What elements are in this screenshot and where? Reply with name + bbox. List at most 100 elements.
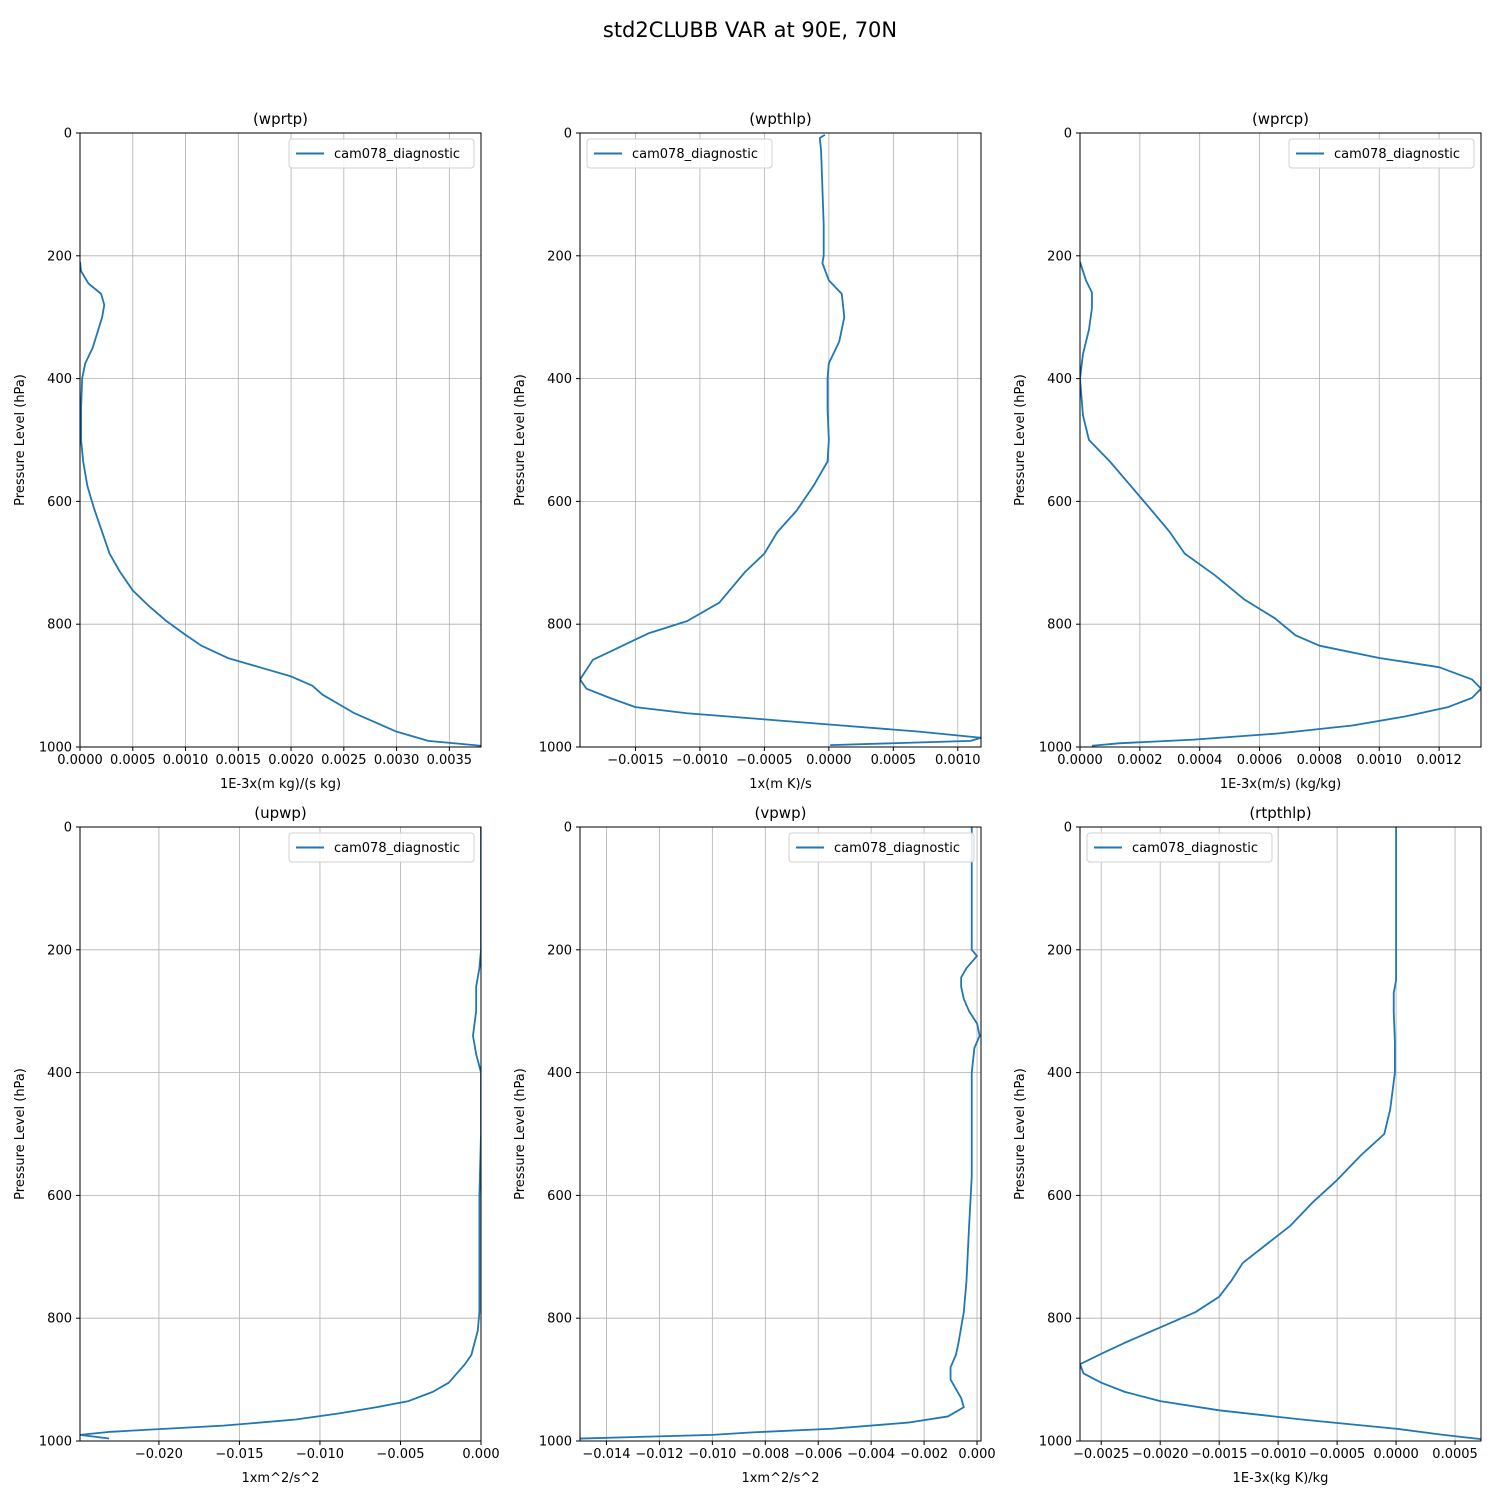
legend-box xyxy=(288,832,475,863)
x-tick-label: −0.004 xyxy=(847,1447,895,1462)
x-tick-label: 0.0010 xyxy=(1357,753,1403,768)
panel-wprcp: 0.0000 0.0002 0.0004 0.0006 0.0008 0.0010 0.00… xyxy=(1013,110,1482,792)
panel-title: (wpthlp) xyxy=(749,110,812,128)
series-line-cam078_diagnostic xyxy=(580,134,981,747)
legend: cam078_diagnostic xyxy=(1288,138,1475,169)
axes-frame xyxy=(79,826,482,1442)
x-tick-label: 0.0020 xyxy=(268,753,314,768)
x-tick-label: 0.0010 xyxy=(163,753,209,768)
x-tick-label: 0.0005 xyxy=(871,753,917,768)
y-tick-label: 400 xyxy=(547,1066,572,1081)
y-tick-label: 200 xyxy=(47,943,72,958)
y-axis-label: Pressure Level (hPa) xyxy=(1013,374,1028,506)
x-tick-label: −0.0010 xyxy=(1250,1447,1306,1462)
y-tick-label: 1000 xyxy=(539,1435,572,1450)
x-tick-label: −0.0005 xyxy=(1309,1447,1365,1462)
legend-label: cam078_diagnostic xyxy=(834,841,960,856)
x-axis-label: 1xm^2/s^2 xyxy=(241,1471,319,1486)
x-tick-label: −0.0020 xyxy=(1132,1447,1188,1462)
legend: cam078_diagnostic xyxy=(788,832,975,863)
x-tick-label: −0.020 xyxy=(135,1447,183,1462)
series-line-cam078_diagnostic xyxy=(1080,827,1481,1441)
x-tick-label: 0.0025 xyxy=(321,753,367,768)
x-tick-label: −0.0015 xyxy=(1191,1447,1247,1462)
y-tick-label: 400 xyxy=(47,372,72,387)
x-tick-label: −0.014 xyxy=(582,1447,630,1462)
y-tick-label: 600 xyxy=(547,495,572,510)
y-tick-label: 400 xyxy=(1047,372,1072,387)
x-tick-label: 0.0000 xyxy=(1057,753,1103,768)
y-tick-label: 1000 xyxy=(1039,1435,1072,1450)
series-line-cam078_diagnostic xyxy=(80,261,481,747)
x-tick-label: −0.008 xyxy=(741,1447,789,1462)
y-tick-label: 1000 xyxy=(39,741,72,756)
y-tick-label: 800 xyxy=(1047,1312,1072,1327)
y-tick-label: 0 xyxy=(564,821,572,836)
y-tick-label: 800 xyxy=(47,1312,72,1327)
x-tick-label: −0.0010 xyxy=(672,753,728,768)
x-axis-label: 1E-3x(m/s) (kg/kg) xyxy=(1220,777,1341,792)
legend-label: cam078_diagnostic xyxy=(1132,841,1258,856)
legend: cam078_diagnostic xyxy=(288,138,475,169)
y-tick-label: 200 xyxy=(47,249,72,264)
x-tick-label: 0.0035 xyxy=(427,753,473,768)
panels: 0.0000 0.0005 0.0010 0.0015 0.0020 0.0025 0.00… xyxy=(13,110,1482,1486)
legend-label: cam078_diagnostic xyxy=(334,841,460,856)
y-tick-label: 800 xyxy=(1047,618,1072,633)
y-axis-label: Pressure Level (hPa) xyxy=(513,374,528,506)
y-tick-label: 200 xyxy=(547,943,572,958)
x-tick-label: 0.0008 xyxy=(1297,753,1343,768)
x-tick-label: 0.0002 xyxy=(1117,753,1163,768)
x-tick-label: 0.000 xyxy=(958,1447,995,1462)
legend-box xyxy=(586,138,773,169)
x-tick-label: 0.0005 xyxy=(1432,1447,1478,1462)
x-tick-label: −0.012 xyxy=(635,1447,683,1462)
x-tick-label: 0.0012 xyxy=(1416,753,1462,768)
y-tick-label: 600 xyxy=(47,1189,72,1204)
legend: cam078_diagnostic xyxy=(288,832,475,863)
y-tick-label: 0 xyxy=(64,127,72,142)
x-tick-label: −0.010 xyxy=(688,1447,736,1462)
panel-wpthlp: −0.0015 −0.0010 −0.0005 0.0000 0.0005 0.0010 0… xyxy=(513,110,982,792)
legend-box xyxy=(788,832,975,863)
y-tick-label: 0 xyxy=(64,821,72,836)
x-tick-label: 0.0010 xyxy=(935,753,981,768)
x-tick-label: 0.0015 xyxy=(216,753,262,768)
x-tick-label: −0.015 xyxy=(215,1447,263,1462)
panel-rtpthlp: −0.0025 −0.0020 −0.0015 −0.0010 −0.0005 0.000… xyxy=(1013,804,1482,1486)
y-tick-label: 800 xyxy=(47,618,72,633)
axes-frame xyxy=(1079,132,1482,748)
x-tick-label: −0.010 xyxy=(296,1447,344,1462)
x-tick-label: −0.0025 xyxy=(1073,1447,1129,1462)
panel-title: (wprcp) xyxy=(1252,110,1309,128)
x-axis-label: 1x(m K)/s xyxy=(749,777,812,792)
legend: cam078_diagnostic xyxy=(586,138,773,169)
y-tick-label: 0 xyxy=(1064,821,1072,836)
axes-frame xyxy=(1079,826,1482,1442)
x-tick-label: 0.0006 xyxy=(1237,753,1283,768)
x-tick-label: −0.006 xyxy=(794,1447,842,1462)
panel-upwp: −0.020 −0.015 −0.010 −0.005 0.000 0 200 400 600 8… xyxy=(13,804,500,1486)
legend-box xyxy=(1288,138,1475,169)
x-tick-label: 0.0005 xyxy=(110,753,156,768)
series-line-cam078_diagnostic xyxy=(580,827,981,1440)
panel-vpwp: −0.014 −0.012 −0.010 −0.008 −0.006 −0.004 −0.0… xyxy=(513,804,996,1486)
x-tick-label: 0.0000 xyxy=(57,753,103,768)
legend-box xyxy=(1086,832,1273,863)
x-tick-label: −0.0005 xyxy=(736,753,792,768)
legend-label: cam078_diagnostic xyxy=(1334,147,1460,162)
legend: cam078_diagnostic xyxy=(1086,832,1273,863)
x-axis-label: 1E-3x(kg K)/kg xyxy=(1233,1471,1329,1486)
legend-label: cam078_diagnostic xyxy=(334,147,460,162)
series-line-cam078_diagnostic xyxy=(1080,261,1481,747)
legend-box xyxy=(288,138,475,169)
x-tick-label: 0.000 xyxy=(462,1447,499,1462)
y-tick-label: 600 xyxy=(47,495,72,510)
y-tick-label: 200 xyxy=(1047,249,1072,264)
x-tick-label: 0.0000 xyxy=(806,753,852,768)
panel-title: (vpwp) xyxy=(755,804,807,822)
y-tick-label: 600 xyxy=(1047,495,1072,510)
y-tick-label: 600 xyxy=(547,1189,572,1204)
x-tick-label: 0.0004 xyxy=(1177,753,1223,768)
